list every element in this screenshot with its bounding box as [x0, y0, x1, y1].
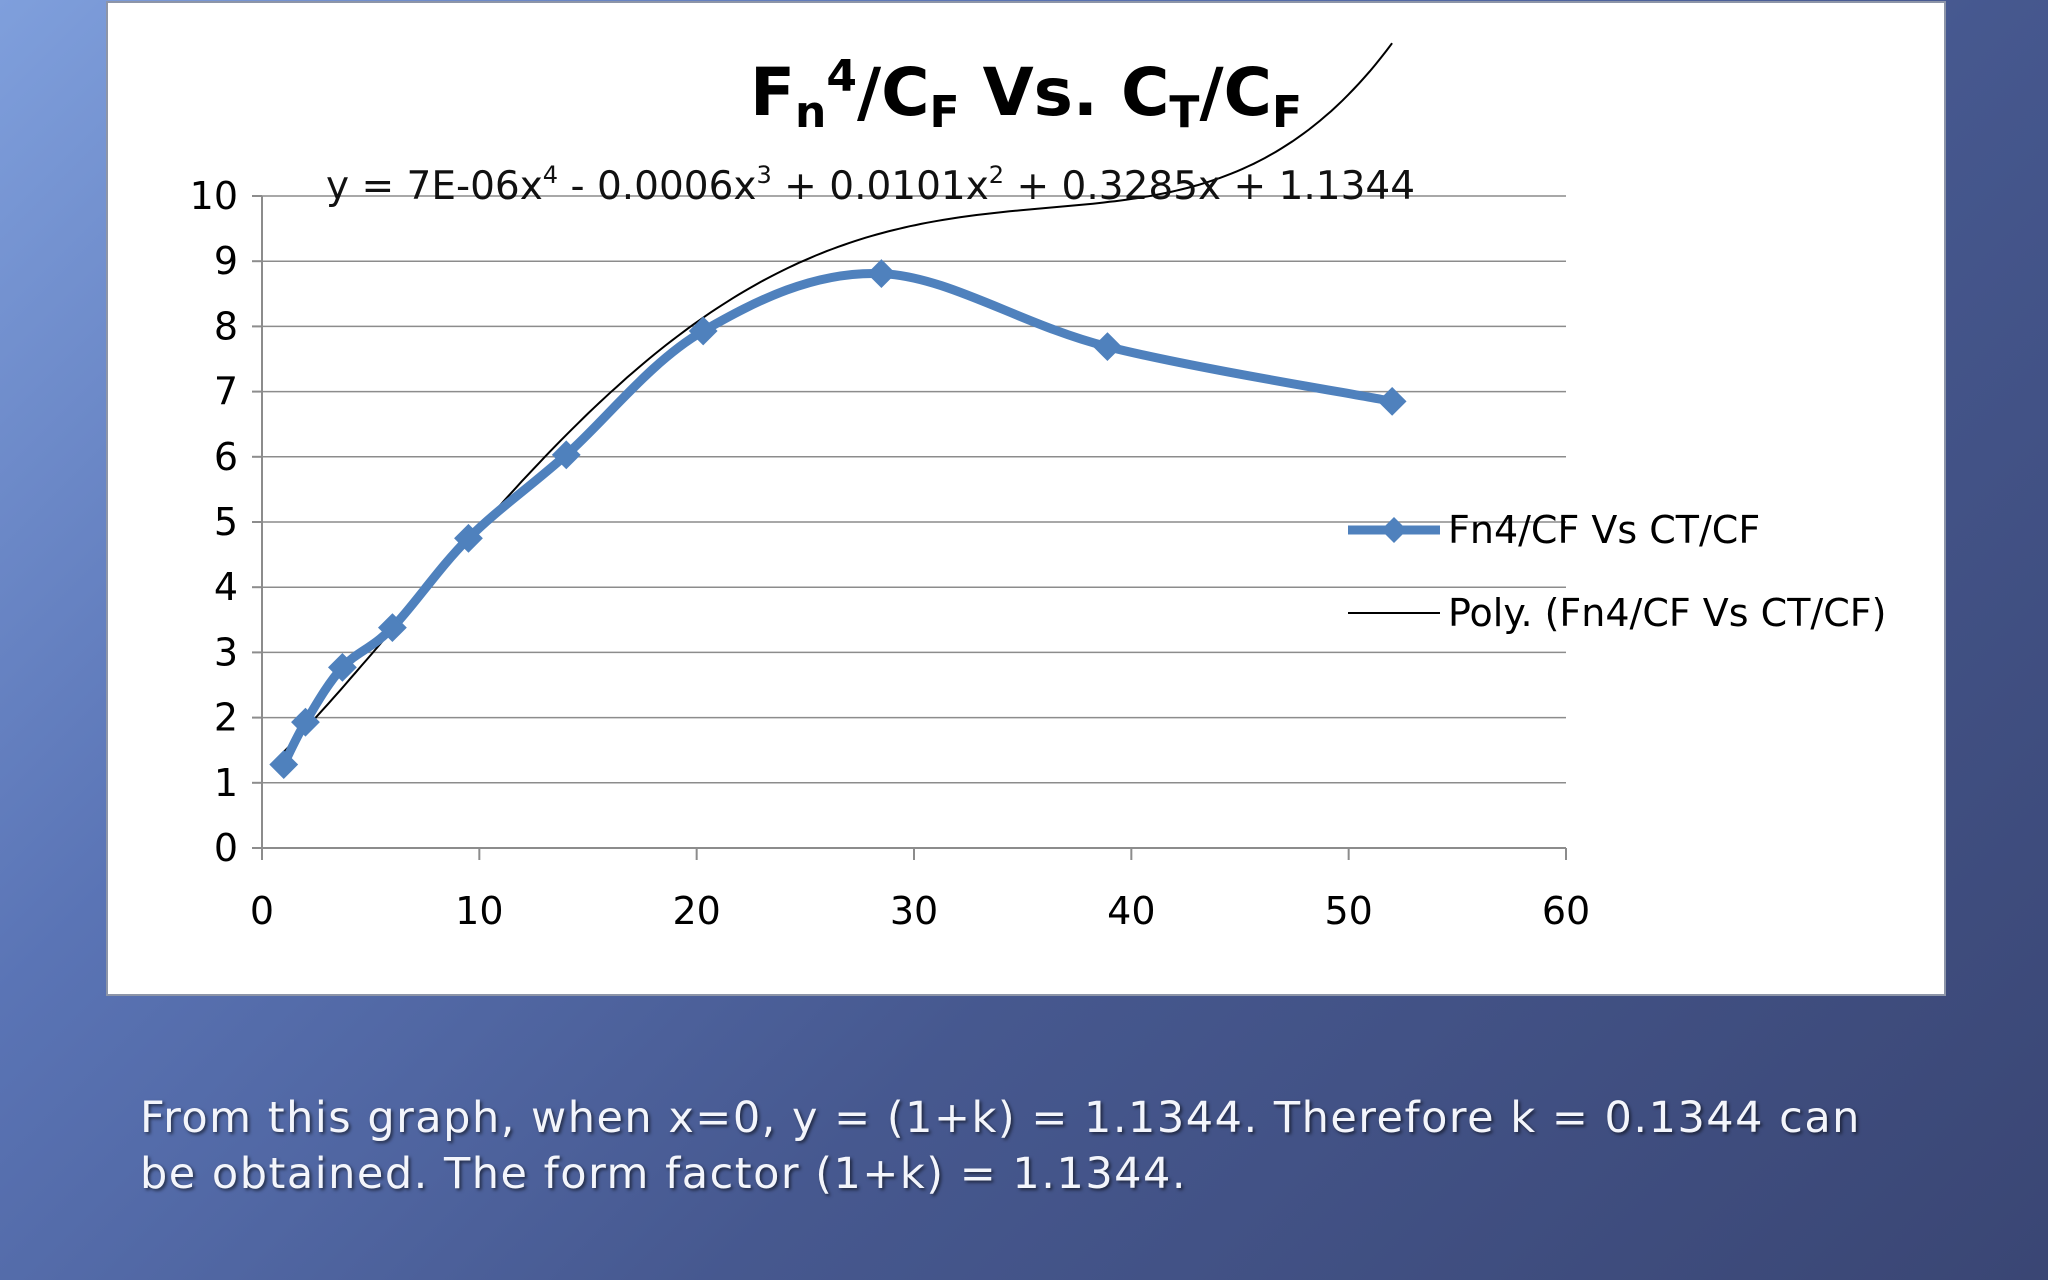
x-tick-label-40: 40: [1107, 889, 1155, 933]
x-tick-label-10: 10: [455, 889, 503, 933]
chart-panel: 0 1 2 3 4 5 6 7 8 9 10 0 10 20 30 40 50 60 Fn4/CF Vs CT/C…: [108, 3, 1944, 994]
tick-labels: 0 1 2 3 4 5 6 7 8 9 10 0 10 20 30 40 50 60: [190, 174, 1591, 933]
y-tick-label-1: 1: [214, 761, 238, 805]
y-tick-label-7: 7: [214, 370, 238, 414]
y-tick-label-4: 4: [214, 565, 238, 609]
chart-canvas: 0 1 2 3 4 5 6 7 8 9 10 0 10 20 30 40 50 60 Fn4/CF Vs CT/C…: [190, 42, 1886, 933]
slide-caption: From this graph, when x=0, y = (1+k) = 1…: [140, 1093, 1861, 1199]
y-tick-label-0: 0: [214, 826, 238, 870]
gridlines: [262, 195, 1566, 784]
data-point-9: [1093, 332, 1122, 362]
trendline-layer: [282, 42, 1393, 753]
series-line-fn4-cf: [279, 269, 1397, 770]
data-point-6: [551, 440, 581, 470]
y-tick-label-6: 6: [214, 435, 238, 479]
legend-series-marker: [1381, 517, 1407, 543]
legend-series-label: Fn4/CF Vs CT/CF: [1448, 508, 1760, 552]
y-tick-label-9: 9: [214, 239, 238, 283]
data-point-7: [688, 316, 718, 346]
y-tick-label-5: 5: [214, 500, 238, 544]
axes: [252, 195, 1567, 860]
legend: Fn4/CF Vs CT/CF Poly. (Fn4/CF Vs CT/CF): [1348, 508, 1886, 635]
y-tick-label-8: 8: [214, 304, 238, 348]
data-point-8: [866, 259, 896, 289]
legend-trend-label: Poly. (Fn4/CF Vs CT/CF): [1448, 591, 1886, 635]
y-tick-label-3: 3: [214, 630, 238, 674]
data-point-1: [269, 750, 299, 779]
x-tick-label-60: 60: [1542, 889, 1590, 933]
data-point-3: [327, 652, 357, 682]
data-point-2: [291, 707, 320, 737]
data-point-4: [377, 613, 407, 643]
y-tick-label-10: 10: [190, 174, 238, 218]
x-tick-label-20: 20: [672, 889, 720, 933]
x-tick-label-30: 30: [890, 889, 938, 933]
series-layer: [269, 259, 1407, 779]
trendline-equation: y = 7E-06x4 - 0.0006x3 + 0.0101x2 + 0.32…: [326, 161, 1416, 209]
chart-title: Fn4/CF Vs. CT/CF: [749, 51, 1303, 138]
data-point-5: [454, 523, 483, 553]
x-tick-label-0: 0: [250, 889, 274, 933]
data-point-10: [1377, 386, 1407, 416]
x-tick-label-50: 50: [1324, 889, 1372, 933]
trendline-poly: [282, 42, 1393, 753]
y-tick-label-2: 2: [214, 696, 238, 740]
